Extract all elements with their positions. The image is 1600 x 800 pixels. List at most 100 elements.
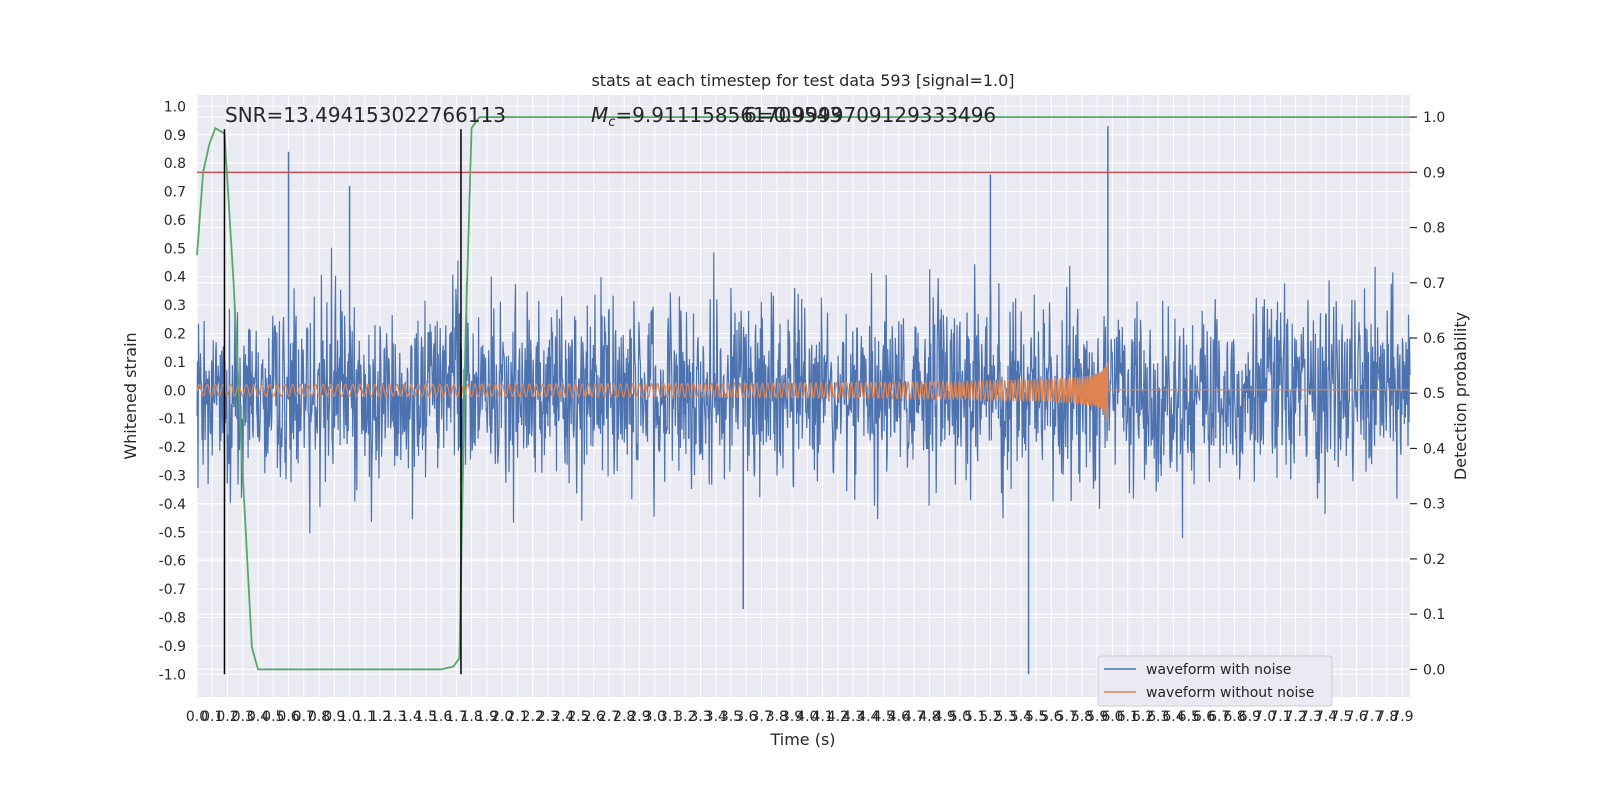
x-tick-label: 5.4 xyxy=(1010,709,1032,725)
y-left-tick-label: -0.8 xyxy=(159,610,186,626)
y-left-tick-label: 0.7 xyxy=(164,185,186,201)
x-tick-label: 7.4 xyxy=(1315,709,1337,725)
y-left-tick-label: 0.8 xyxy=(164,156,186,172)
x-tick-label: 7.8 xyxy=(1376,709,1398,725)
y-axis-left-label: Whitened strain xyxy=(121,332,140,459)
y-left-tick-label: 0.9 xyxy=(164,128,186,144)
y-right-tick-label: 0.6 xyxy=(1423,331,1445,347)
x-tick-label: 2.2 xyxy=(522,709,544,725)
x-tick-label: 3.2 xyxy=(674,709,696,725)
x-tick-label: 5.5 xyxy=(1025,709,1047,725)
legend: waveform with noise waveform without noi… xyxy=(1097,655,1333,707)
x-tick-label: 6.9 xyxy=(1239,709,1261,725)
mc-symbol: M xyxy=(591,103,608,127)
x-tick-label: 4.5 xyxy=(872,709,894,725)
series-waveform-without-noise xyxy=(196,361,1410,423)
x-tick-label: 7.0 xyxy=(1254,709,1276,725)
y-right-tick-label: 0.7 xyxy=(1423,276,1445,292)
x-tick-label: 6.1 xyxy=(1117,709,1139,725)
x-tick-label: 5.2 xyxy=(979,709,1001,725)
x-tick-label: 5.8 xyxy=(1071,709,1093,725)
x-tick-label: 0.9 xyxy=(323,709,345,725)
y-axis-right-label: Detection probability xyxy=(1451,312,1470,480)
y-left-tick-label: 0.0 xyxy=(164,383,186,399)
legend-label-clean: waveform without noise xyxy=(1146,685,1314,701)
x-tick-label: 1.1 xyxy=(354,709,376,725)
x-tick-label: 0.8 xyxy=(308,709,330,725)
x-tick-label: 6.2 xyxy=(1132,709,1154,725)
y-right-tick-label: 1.0 xyxy=(1423,110,1445,126)
y-right-tick-label: 0.1 xyxy=(1423,607,1445,623)
x-tick-label: 7.1 xyxy=(1269,709,1291,725)
y-left-tick-label: -1.0 xyxy=(159,667,186,683)
clean-trace xyxy=(196,361,1410,423)
x-tick-label: 2.3 xyxy=(537,709,559,725)
x-tick-label: 5.6 xyxy=(1040,709,1062,725)
x-tick-label: 1.5 xyxy=(415,709,437,725)
x-tick-label: 4.2 xyxy=(827,709,849,725)
snr-annotation: SNR=13.494153022766113 xyxy=(225,103,506,127)
x-tick-label: 4.7 xyxy=(903,709,925,725)
x-tick-label: 2.0 xyxy=(491,709,513,725)
y-left-tick-label: -0.2 xyxy=(159,440,186,456)
x-tick-label: 1.2 xyxy=(369,709,391,725)
x-tick-label: 1.9 xyxy=(476,709,498,725)
x-tick-label: 7.6 xyxy=(1345,709,1367,725)
y-left-tick-label: 0.3 xyxy=(164,298,186,314)
vertical-markers xyxy=(223,129,462,675)
series-waveform-with-noise xyxy=(196,126,1411,675)
x-tick-label: 0.7 xyxy=(293,709,315,725)
y-right-tick-label: 0.4 xyxy=(1423,441,1445,457)
y-axis-right-ticks: 1.0 0.9 0.8 0.7 0.6 0.5 0.4 0.3 0.2 0.1 0.0 xyxy=(1410,110,1445,678)
y-left-tick-label: 0.4 xyxy=(164,270,186,286)
x-tick-label: 3.7 xyxy=(750,709,772,725)
y-left-tick-label: 1.0 xyxy=(164,99,186,115)
noise-trace xyxy=(196,247,1411,539)
mc-subscript: c xyxy=(608,115,615,130)
x-tick-label: 2.4 xyxy=(552,709,574,725)
mc-value: =9.911158561709543 xyxy=(615,103,842,127)
y-right-tick-label: 0.5 xyxy=(1423,386,1445,402)
y-left-tick-label: -0.5 xyxy=(159,525,186,541)
y-left-tick-label: -0.6 xyxy=(159,554,186,570)
x-tick-label: 6.4 xyxy=(1162,709,1184,725)
x-tick-label: 6.8 xyxy=(1223,709,1245,725)
x-axis-label: Time (s) xyxy=(769,730,835,749)
y-left-tick-label: -0.9 xyxy=(159,639,186,655)
x-tick-label: 5.3 xyxy=(995,709,1017,725)
x-tick-label: 0.4 xyxy=(247,709,269,725)
x-tick-label: 5.0 xyxy=(949,709,971,725)
x-tick-label: 3.9 xyxy=(781,709,803,725)
y-right-tick-label: 0.2 xyxy=(1423,552,1445,568)
x-tick-label: 6.7 xyxy=(1208,709,1230,725)
x-tick-label: 2.5 xyxy=(567,709,589,725)
x-tick-label: 3.1 xyxy=(659,709,681,725)
x-tick-label: 2.7 xyxy=(598,709,620,725)
probability-line xyxy=(196,116,1410,671)
y-right-tick-label: 0.3 xyxy=(1423,497,1445,513)
y-left-tick-label: -0.1 xyxy=(159,412,186,428)
x-tick-label: 7.5 xyxy=(1330,709,1352,725)
x-tick-label: 7.7 xyxy=(1361,709,1383,725)
x-axis-ticks: 0.00.10.20.30.40.50.60.70.80.91.01.11.21… xyxy=(186,709,1414,725)
x-tick-label: 1.4 xyxy=(399,709,421,725)
mc-annotation: Mc=9.911158561709543 xyxy=(591,103,842,130)
x-tick-label: 7.3 xyxy=(1300,709,1322,725)
x-tick-label: 1.6 xyxy=(430,709,452,725)
y-left-tick-label: 0.2 xyxy=(164,327,186,343)
x-tick-label: 4.3 xyxy=(842,709,864,725)
y-right-tick-label: 0.8 xyxy=(1423,221,1445,237)
x-tick-label: 5.7 xyxy=(1056,709,1078,725)
x-tick-label: 0.1 xyxy=(201,709,223,725)
y-left-tick-label: -0.3 xyxy=(159,469,186,485)
x-tick-label: 2.8 xyxy=(613,709,635,725)
y-axis-left-ticks: 1.0 0.9 0.8 0.7 0.6 0.5 0.4 0.3 0.2 0.1 0.0 -0.1 -0.… xyxy=(159,99,186,683)
x-tick-label: 1.0 xyxy=(338,709,360,725)
x-tick-label: 4.8 xyxy=(918,709,940,725)
x-tick-label: 0.2 xyxy=(216,709,238,725)
x-tick-label: 5.1 xyxy=(964,709,986,725)
legend-label-noise: waveform with noise xyxy=(1146,662,1291,678)
y-left-tick-label: -0.4 xyxy=(159,497,186,513)
x-tick-label: 4.4 xyxy=(857,709,879,725)
y-left-tick-label: 0.1 xyxy=(164,355,186,371)
